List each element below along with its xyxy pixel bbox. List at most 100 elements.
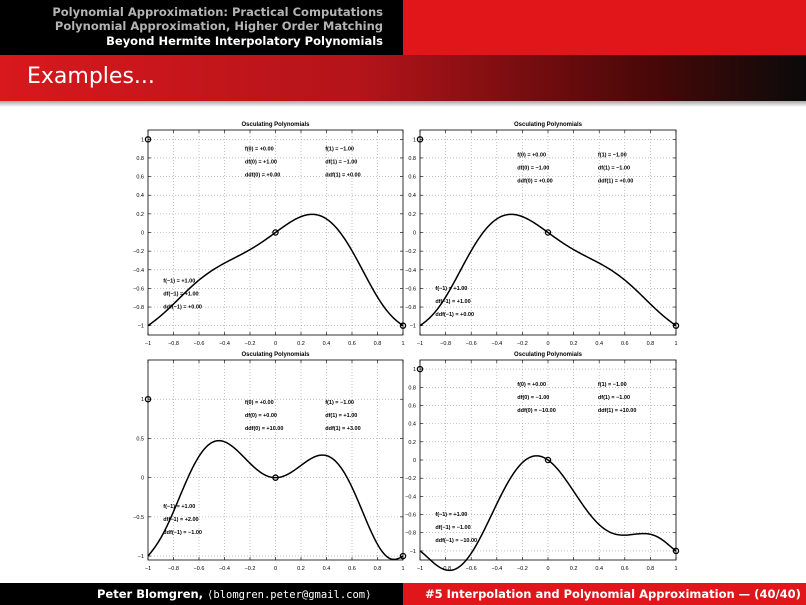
y-tick-label: −1 [138, 554, 144, 560]
annotation-mid-line: ddf(0) = +10.00 [245, 426, 284, 432]
y-tick-label: 0 [141, 231, 144, 237]
annotation-left-line: f(−1) = +1.00 [435, 286, 467, 292]
y-tick-label: −0.6 [405, 286, 416, 292]
annotation-left-line: f(−1) = +1.00 [163, 504, 195, 510]
x-tick-label: −1 [417, 341, 423, 347]
annotation-left-line: ddf(−1) = +0.00 [163, 305, 202, 311]
polynomial-curve [419, 455, 677, 572]
header-bar: Polynomial Approximation: Practical Comp… [0, 0, 806, 55]
y-tick-label: 1 [141, 137, 144, 143]
x-tick-label: 1 [401, 566, 404, 572]
annotation-mid-line: ddf(0) = −10.00 [517, 408, 556, 414]
x-tick-label: 0.6 [348, 341, 356, 347]
y-tick-label: 0.6 [408, 175, 416, 181]
y-tick-label: 0.8 [136, 156, 144, 162]
y-tick-label: −0.4 [405, 494, 416, 500]
y-tick-label: 0 [413, 231, 416, 237]
annotation-mid-line: f(0) = +0.00 [517, 153, 546, 159]
x-tick-label: −0.6 [466, 341, 477, 347]
annotation-mid-line: f(0) = +0.00 [517, 382, 546, 388]
annotation-right-line: df(1) = −1.00 [325, 160, 357, 166]
x-tick-label: 0.2 [297, 566, 305, 572]
footer-bar: Peter Blomgren, ⟨blomgren.peter@gmail.co… [0, 583, 806, 605]
y-tick-label: −0.6 [133, 286, 144, 292]
x-tick-label: −0.4 [219, 566, 230, 572]
y-tick-label: 0.5 [136, 436, 144, 442]
x-tick-label: 1 [401, 341, 404, 347]
footer-author-line: Peter Blomgren, ⟨blomgren.peter@gmail.co… [97, 587, 371, 601]
plots-figure: Osculating Polynomials −1 −0.8 −0.6 −0.4 −0.2… [133, 122, 680, 572]
node-marker [272, 229, 279, 236]
y-tick-label: −0.2 [405, 476, 416, 482]
node-marker [144, 395, 152, 403]
x-tick-label: 0.6 [348, 566, 356, 572]
annotation-left-line: ddf(−1) = −10.00 [435, 538, 477, 544]
node-marker [544, 456, 552, 464]
y-tick-label: 0.8 [408, 385, 416, 391]
polynomial-curve [419, 213, 677, 327]
annotation-left-line: f(−1) = +1.00 [435, 512, 467, 518]
nav-section-practical-computations[interactable]: Polynomial Approximation: Practical Comp… [52, 5, 383, 19]
node-marker [672, 547, 680, 555]
y-tick-label: 0.2 [408, 212, 416, 218]
x-tick-label: 0.6 [621, 341, 629, 347]
annotation-left-line: df(−1) = +1.00 [163, 292, 198, 298]
x-tick-label: −1 [145, 341, 151, 347]
footer-talk-title[interactable]: #5 Interpolation and Polynomial Approxim… [425, 587, 801, 601]
x-tick-label: −1 [417, 566, 423, 572]
x-tick-label: −0.8 [440, 341, 451, 347]
y-tick-label: 0.4 [408, 193, 416, 199]
x-tick-label: 0.4 [595, 566, 603, 572]
y-tick-label: 0.4 [136, 193, 144, 199]
annotation-right-line: f(1) = −1.00 [598, 153, 627, 159]
x-tick-label: 0.4 [323, 341, 331, 347]
x-tick-label: 0.4 [323, 566, 331, 572]
y-tick-label: −0.5 [133, 515, 144, 521]
annotation-left-line: f(−1) = +1.00 [163, 279, 195, 285]
y-tick-label: −0.8 [405, 531, 416, 537]
y-tick-label: −0.8 [133, 305, 144, 311]
node-marker [144, 136, 152, 143]
x-tick-label: 0 [546, 566, 549, 572]
x-tick-label: 0.4 [595, 341, 603, 347]
footer-talk-panel: #5 Interpolation and Polynomial Approxim… [403, 583, 806, 605]
y-tick-label: −1 [410, 549, 416, 555]
node-marker [416, 136, 424, 143]
footer-author-name: Peter Blomgren, [97, 587, 204, 601]
section-navigation: Polynomial Approximation: Practical Comp… [0, 0, 403, 55]
x-tick-label: −0.4 [491, 566, 502, 572]
y-tick-label: −0.4 [133, 268, 144, 274]
node-marker [399, 322, 407, 329]
nav-section-beyond-hermite[interactable]: Beyond Hermite Interpolatory Polynomials [106, 34, 383, 48]
x-tick-label: −0.4 [219, 341, 230, 347]
node-marker [272, 474, 279, 481]
chart-panel-1: Osculating Polynomials −1 −0.8 −0.6 −0.4 −0.2… [133, 122, 407, 347]
y-tick-label: −0.4 [405, 268, 416, 274]
annotation-right-line: f(1) = −1.00 [598, 382, 627, 388]
y-tick-label: 0.2 [136, 212, 144, 218]
x-tick-label: −0.2 [245, 341, 256, 347]
chart-title: Osculating Polynomials [514, 122, 583, 128]
annotation-right-line: f(1) = −1.00 [325, 147, 354, 153]
node-marker [399, 552, 407, 560]
footer-author-email: ⟨blomgren.peter@gmail.com⟩ [207, 589, 372, 601]
annotation-left-line: df(−1) = +1.00 [435, 299, 470, 305]
x-tick-label: −0.2 [245, 566, 256, 572]
y-tick-label: −1 [410, 324, 416, 330]
annotation-right-line: ddf(1) = +0.00 [598, 179, 633, 185]
x-tick-label: −0.6 [194, 341, 205, 347]
annotation-left-line: ddf(−1) = +0.00 [435, 312, 474, 318]
nav-section-higher-order-matching[interactable]: Polynomial Approximation, Higher Order M… [54, 19, 383, 33]
x-tick-label: −0.2 [517, 566, 528, 572]
polynomial-curve [147, 439, 404, 561]
annotation-mid-line: ddf(0) = +0.00 [517, 179, 552, 185]
x-tick-label: −0.8 [168, 341, 179, 347]
chart-title: Osculating Polynomials [514, 352, 583, 358]
chart-title: Osculating Polynomials [241, 122, 310, 128]
x-tick-label: 0.2 [297, 341, 305, 347]
y-tick-label: 0 [413, 458, 416, 464]
annotation-right-line: ddf(1) = +3.00 [325, 426, 360, 432]
x-tick-label: −1 [145, 566, 151, 572]
y-tick-label: 0.2 [408, 440, 416, 446]
node-marker [672, 322, 680, 329]
